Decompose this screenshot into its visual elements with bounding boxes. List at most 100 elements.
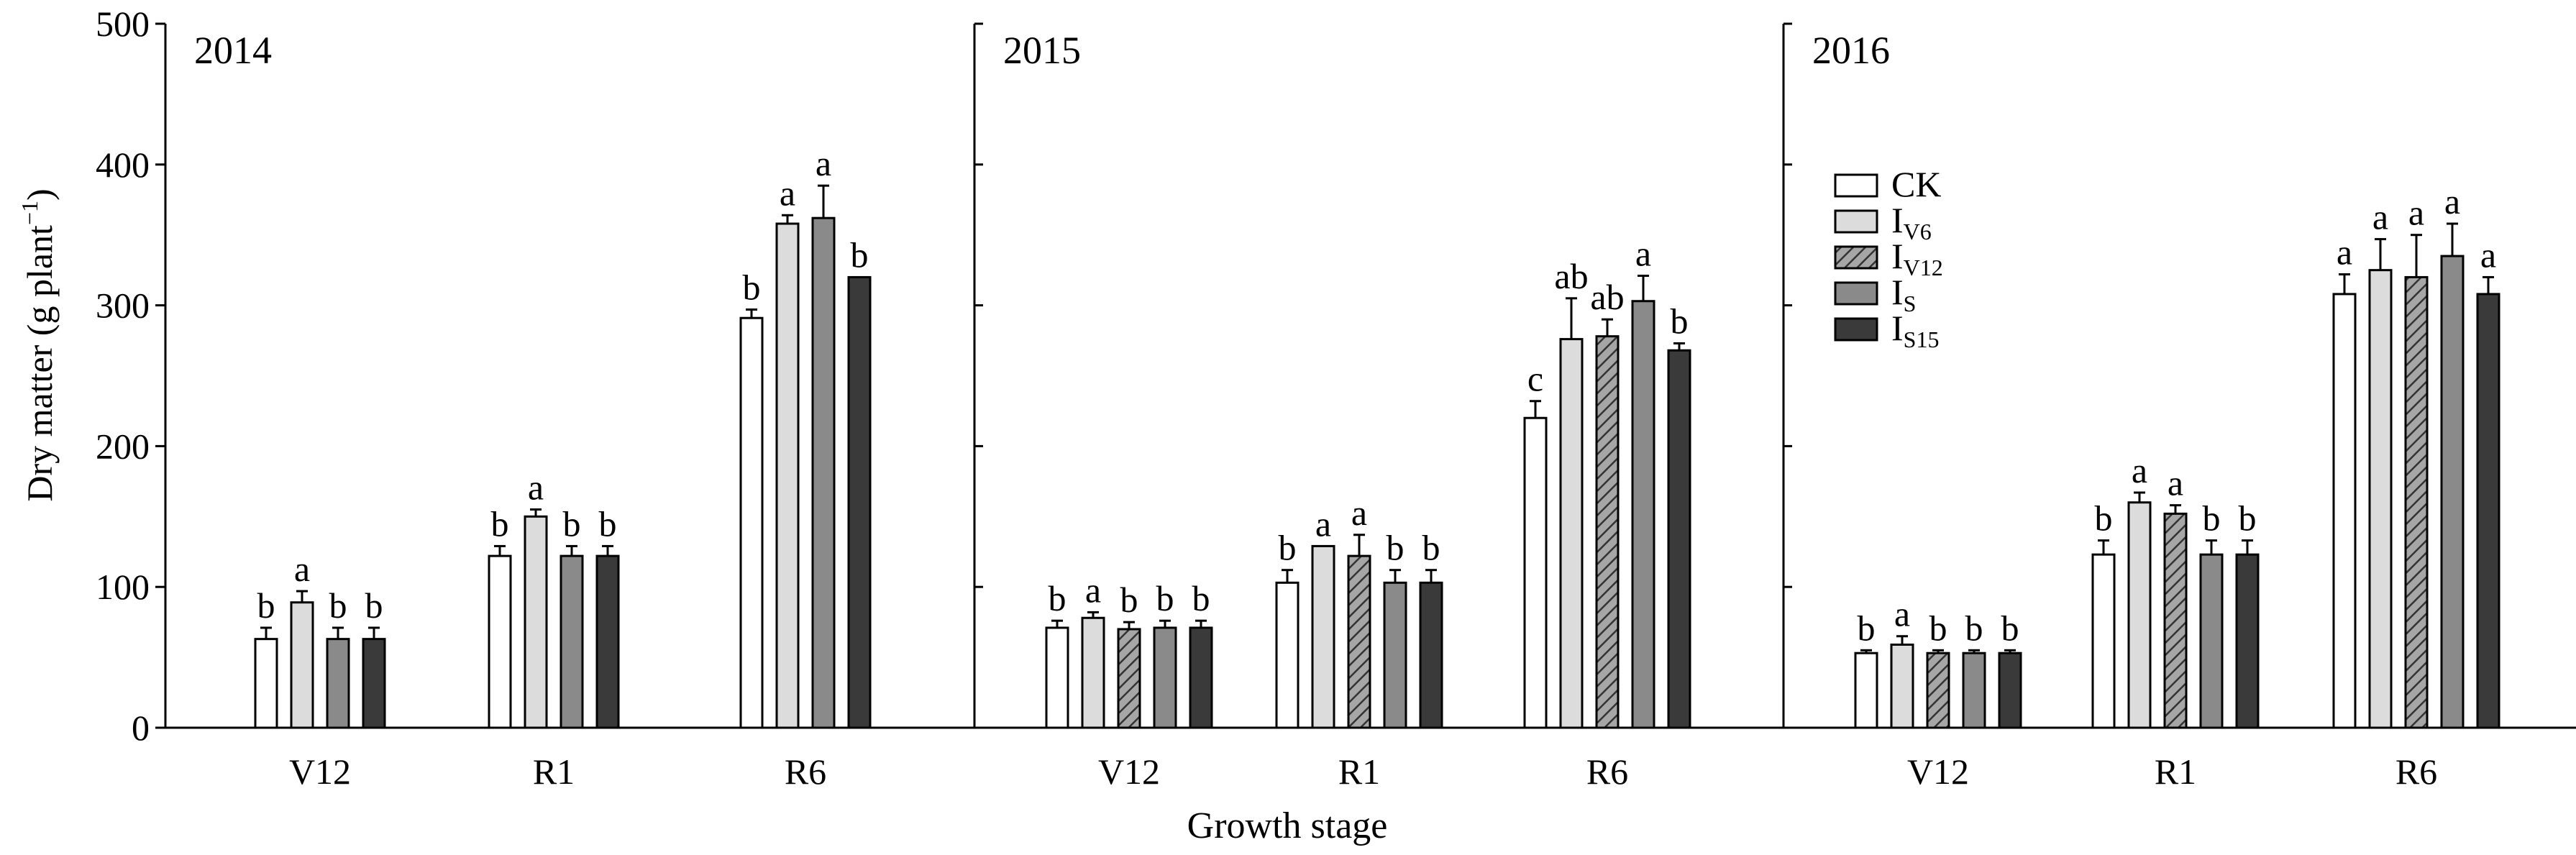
significance-letter: b bbox=[1049, 578, 1067, 618]
bar-IS15-R6 bbox=[847, 275, 872, 729]
significance-letter: b bbox=[1858, 608, 1876, 648]
legend-swatch bbox=[1834, 173, 1878, 198]
y-tick-label: 500 bbox=[96, 4, 150, 44]
bar-CK-R1 bbox=[2091, 553, 2116, 729]
significance-letter: ab bbox=[1554, 256, 1588, 296]
y-tick-label: 300 bbox=[96, 285, 150, 326]
legend-swatch bbox=[1834, 281, 1878, 306]
bar-CK-V12 bbox=[254, 638, 278, 729]
significance-letter: a bbox=[2168, 463, 2183, 503]
significance-letter: b bbox=[1671, 301, 1689, 341]
significance-letter: b bbox=[2203, 498, 2221, 539]
legend-label-main: I bbox=[1891, 200, 1904, 240]
bar-IS15-R1 bbox=[1419, 581, 1443, 729]
x-tick-label: R6 bbox=[1586, 751, 1628, 792]
bar-IV6-R6 bbox=[1559, 338, 1584, 729]
x-tick-label: R1 bbox=[2155, 751, 2196, 792]
bar-IS-R6 bbox=[1631, 300, 1655, 729]
y-tick-label: 400 bbox=[96, 145, 150, 185]
bar-IV6-V12 bbox=[290, 601, 314, 729]
significance-letter: a bbox=[816, 143, 831, 183]
panel-title: 2016 bbox=[1812, 29, 1890, 72]
significance-letter: a bbox=[780, 173, 795, 213]
significance-letter: b bbox=[257, 585, 275, 626]
significance-letter: a bbox=[2408, 193, 2424, 233]
x-axis-label: Growth stage bbox=[1187, 805, 1388, 846]
significance-letter: a bbox=[2480, 234, 2496, 275]
bar-CK-R6 bbox=[739, 316, 764, 729]
significance-letter: b bbox=[563, 503, 581, 544]
x-tick-label: R1 bbox=[1338, 751, 1380, 792]
significance-letter: b bbox=[329, 585, 347, 626]
bar-IS15-V12 bbox=[1189, 626, 1213, 729]
legend-swatch bbox=[1834, 209, 1878, 234]
significance-letter: a bbox=[1085, 570, 1101, 610]
bar-IS15-R6 bbox=[1667, 349, 1691, 729]
bar-IV6-V12 bbox=[1890, 643, 1914, 729]
significance-letter: a bbox=[1635, 233, 1651, 273]
bar-IV6-R1 bbox=[2127, 501, 2152, 729]
significance-letter: b bbox=[1387, 528, 1405, 568]
legend-label: IV6 bbox=[1891, 200, 1932, 244]
legend-swatch bbox=[1834, 317, 1878, 342]
bar-IV12-V12 bbox=[1117, 628, 1141, 729]
x-tick-label: R1 bbox=[533, 751, 575, 792]
bar-IV6-R6 bbox=[2368, 269, 2393, 729]
bar-IS-V12 bbox=[1153, 626, 1177, 729]
significance-letter: a bbox=[2132, 450, 2147, 490]
x-tick-label: R6 bbox=[785, 751, 826, 792]
significance-letter: a bbox=[2337, 232, 2352, 273]
bar-IS-R6 bbox=[2440, 255, 2465, 729]
significance-letter: b bbox=[1156, 578, 1174, 618]
significance-letter: b bbox=[1965, 608, 1983, 648]
significance-letter: b bbox=[851, 234, 869, 275]
y-axis-label: Dry matter (g plant−1) bbox=[17, 188, 60, 501]
bar-IS15-V12 bbox=[362, 638, 386, 729]
significance-letter: b bbox=[491, 503, 509, 544]
panel-title: 2014 bbox=[194, 29, 272, 72]
bar-CK-R1 bbox=[488, 554, 512, 729]
significance-letter: a bbox=[294, 549, 310, 589]
significance-letter: b bbox=[365, 585, 383, 626]
y-axis-label-close: ) bbox=[19, 188, 60, 201]
bar-IV6-V12 bbox=[1081, 616, 1105, 729]
bar-IV6-R6 bbox=[775, 222, 800, 729]
legend-label-sub: S bbox=[1904, 291, 1917, 316]
significance-letter: b bbox=[2001, 608, 2019, 648]
significance-letter: a bbox=[2444, 181, 2460, 221]
legend-label-main: I bbox=[1891, 308, 1904, 348]
legend-label-sub: V6 bbox=[1904, 219, 1932, 244]
bar-CK-R1 bbox=[1275, 581, 1300, 729]
bar-IS15-R1 bbox=[595, 554, 620, 729]
significance-letter: b bbox=[2095, 498, 2113, 539]
y-tick-label: 0 bbox=[132, 708, 150, 748]
significance-letter: b bbox=[1120, 580, 1138, 620]
legend-label-main: I bbox=[1891, 272, 1904, 312]
legend-label-main: I bbox=[1891, 236, 1904, 276]
legend-swatch bbox=[1834, 245, 1878, 270]
x-tick-label: R6 bbox=[2395, 751, 2437, 792]
bar-IS15-V12 bbox=[1998, 651, 2022, 729]
significance-letter: b bbox=[1929, 608, 1947, 648]
bar-IV12-R6 bbox=[2404, 275, 2429, 729]
bar-IS15-R6 bbox=[2476, 293, 2500, 729]
significance-letter: c bbox=[1527, 359, 1543, 399]
y-axis-label-main: Dry matter (g plant bbox=[19, 225, 60, 502]
bar-CK-R6 bbox=[1523, 416, 1548, 729]
significance-letter: a bbox=[2372, 197, 2388, 237]
significance-letter: b bbox=[2239, 498, 2257, 539]
bar-IS-V12 bbox=[326, 638, 350, 729]
bar-IV12-R6 bbox=[1595, 335, 1620, 729]
panel-title: 2015 bbox=[1003, 29, 1081, 72]
legend-label: IV12 bbox=[1891, 236, 1943, 280]
bar-IS-R1 bbox=[2199, 553, 2224, 729]
bar-IS-R1 bbox=[1383, 581, 1407, 729]
bar-IV12-R1 bbox=[2163, 512, 2188, 729]
bar-CK-R6 bbox=[2332, 293, 2357, 729]
legend-label: CK bbox=[1891, 164, 1941, 204]
